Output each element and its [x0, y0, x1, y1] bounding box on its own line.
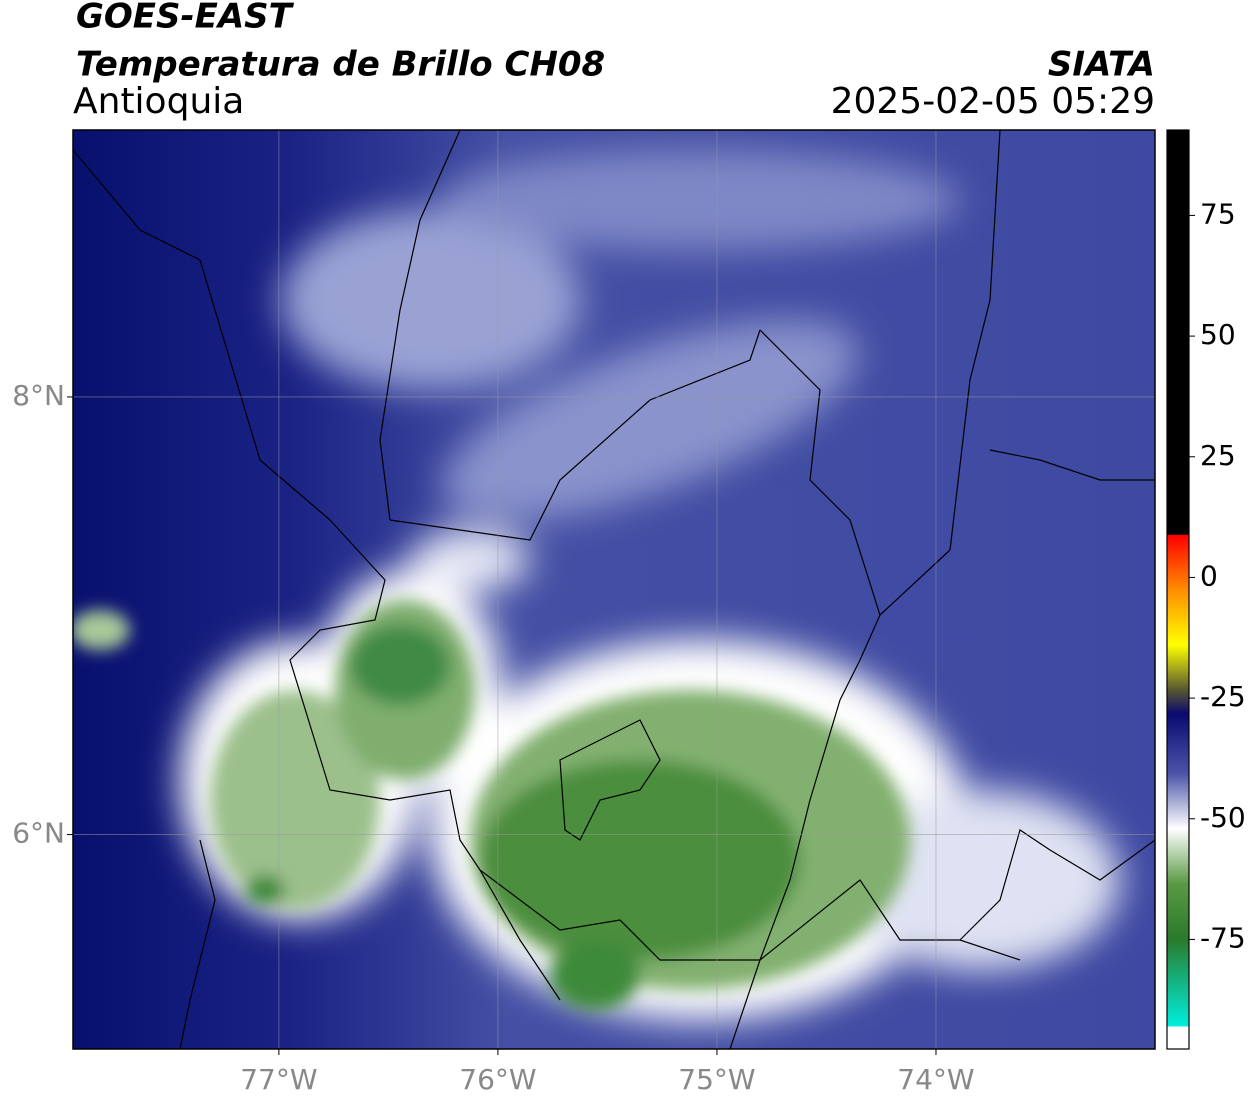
product: Temperatura de Brillo CH08	[76, 45, 605, 85]
y-tick-label: 8°N	[12, 379, 65, 412]
x-tick-label: 75°W	[678, 1063, 755, 1096]
region: Antioquia	[73, 81, 244, 122]
map-frame	[72, 129, 1156, 1050]
satellite-image	[73, 130, 1155, 1049]
colorbar-tick-label: 0	[1200, 559, 1218, 592]
colorbar-tick-label: 50	[1200, 318, 1236, 351]
datetime: 2025-02-05 05:29	[831, 81, 1155, 122]
colorbar-tick-label: -25	[1200, 680, 1246, 713]
colorbar-tick-label: -50	[1200, 801, 1246, 834]
x-tick-label: 76°W	[459, 1063, 536, 1096]
title: GOES-EAST	[76, 0, 295, 37]
source: SIATA	[1048, 45, 1155, 85]
x-tick-label: 74°W	[897, 1063, 974, 1096]
colorbar-tick-label: -75	[1200, 921, 1246, 954]
colorbar	[1166, 129, 1190, 1050]
colorbar-tick-label: 25	[1200, 439, 1236, 472]
y-tick-label: 6°N	[12, 817, 65, 850]
x-tick-label: 77°W	[240, 1063, 317, 1096]
colorbar-tick-label: 75	[1200, 197, 1236, 230]
